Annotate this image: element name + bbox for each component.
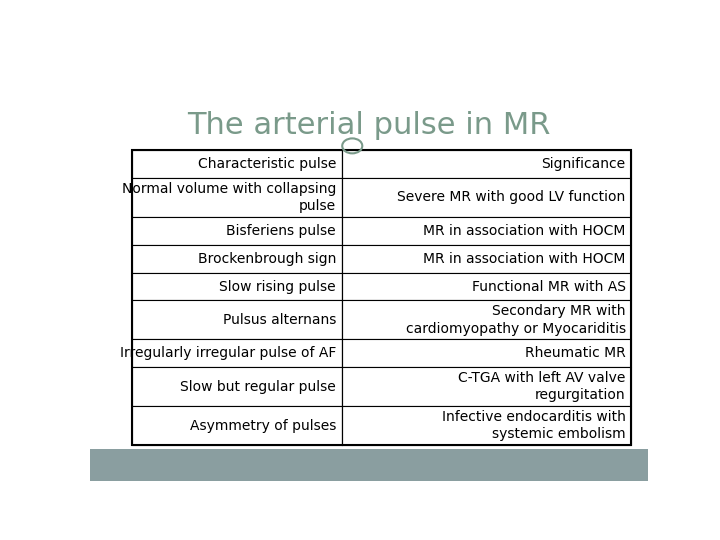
Bar — [341, 367, 631, 406]
Text: Brockenbrough sign: Brockenbrough sign — [198, 252, 336, 266]
Bar — [132, 273, 341, 300]
Bar — [341, 178, 631, 217]
Text: MR in association with HOCM: MR in association with HOCM — [423, 224, 626, 238]
Bar — [132, 300, 341, 340]
Text: MR in association with HOCM: MR in association with HOCM — [423, 252, 626, 266]
Bar — [132, 150, 631, 445]
Bar — [132, 217, 341, 245]
Bar — [341, 300, 631, 340]
Bar — [132, 178, 341, 217]
Bar — [132, 406, 341, 445]
Bar — [90, 449, 648, 481]
Bar — [341, 217, 631, 245]
Text: Asymmetry of pulses: Asymmetry of pulses — [189, 418, 336, 433]
Bar — [132, 245, 341, 273]
Text: The arterial pulse in MR: The arterial pulse in MR — [187, 111, 551, 140]
Text: Severe MR with good LV function: Severe MR with good LV function — [397, 191, 626, 204]
Text: C-TGA with left AV valve
regurgitation: C-TGA with left AV valve regurgitation — [459, 371, 626, 402]
Text: Slow but regular pulse: Slow but regular pulse — [180, 380, 336, 394]
Text: Bisferiens pulse: Bisferiens pulse — [226, 224, 336, 238]
Bar — [132, 150, 341, 178]
Text: Pulsus alternans: Pulsus alternans — [222, 313, 336, 327]
Text: Significance: Significance — [541, 157, 626, 171]
Bar — [132, 367, 341, 406]
Bar — [341, 273, 631, 300]
Bar — [341, 245, 631, 273]
Text: Normal volume with collapsing
pulse: Normal volume with collapsing pulse — [122, 182, 336, 213]
Text: Functional MR with AS: Functional MR with AS — [472, 280, 626, 294]
Bar — [341, 340, 631, 367]
Bar — [341, 150, 631, 178]
Bar — [341, 406, 631, 445]
Text: Rheumatic MR: Rheumatic MR — [525, 346, 626, 360]
Text: Infective endocarditis with
systemic embolism: Infective endocarditis with systemic emb… — [442, 410, 626, 441]
Text: Slow rising pulse: Slow rising pulse — [220, 280, 336, 294]
Text: Irregularly irregular pulse of AF: Irregularly irregular pulse of AF — [120, 346, 336, 360]
Bar — [132, 340, 341, 367]
Text: Secondary MR with
cardiomyopathy or Myocariditis: Secondary MR with cardiomyopathy or Myoc… — [405, 304, 626, 335]
Text: Characteristic pulse: Characteristic pulse — [198, 157, 336, 171]
